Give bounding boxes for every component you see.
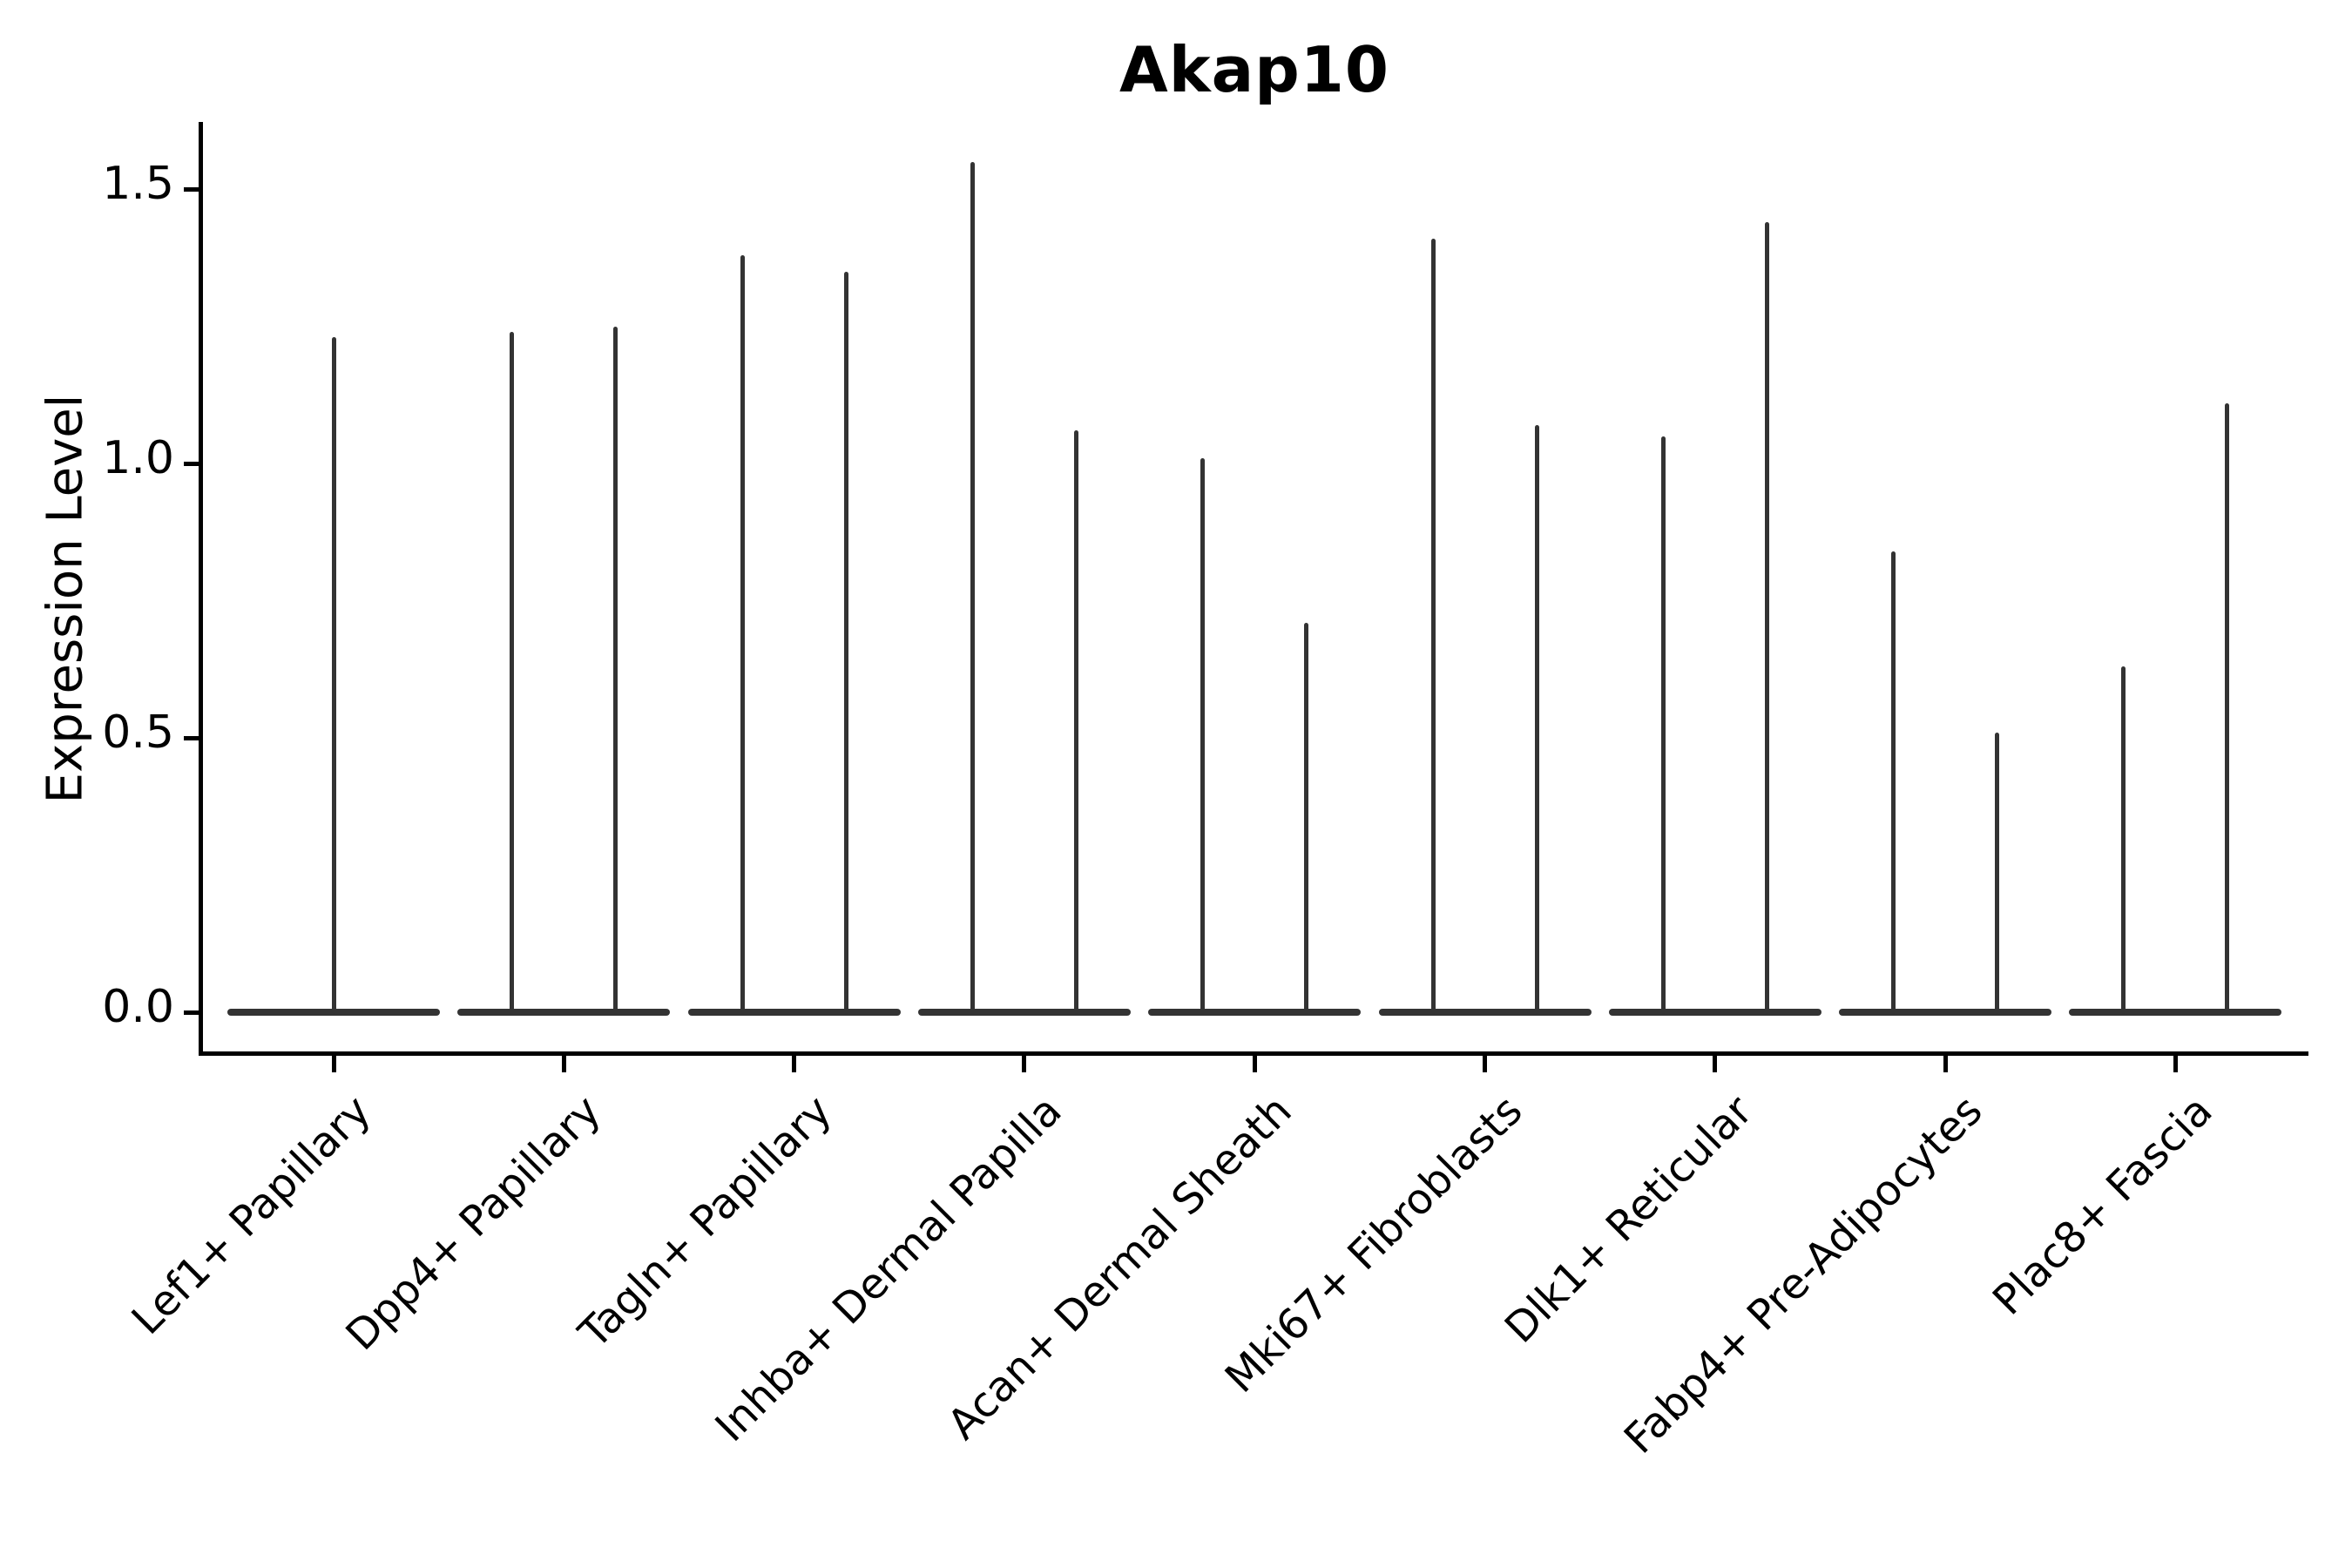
x-tick-label: Tagln+ Papillary [569, 1086, 841, 1358]
x-tick-label: Dpp4+ Papillary [336, 1086, 611, 1361]
x-tick-mark [1943, 1056, 1948, 1072]
violin-spike [1534, 424, 1539, 1014]
y-tick-mark [184, 461, 200, 466]
violin-spike [2121, 666, 2126, 1014]
x-tick-label: Acan+ Dermal Sheath [938, 1086, 1301, 1450]
violin-spike [2225, 402, 2230, 1014]
violin-base [1148, 1009, 1362, 1016]
violin-spike [843, 271, 848, 1014]
y-tick-mark [184, 186, 200, 192]
violin-spike [1073, 430, 1078, 1014]
violin-base [1608, 1009, 1821, 1016]
violin-spike [1891, 551, 1896, 1014]
violin-spike [970, 161, 975, 1014]
violin-base [1839, 1009, 2052, 1016]
x-tick-label: Inhba+ Dermal Papilla [706, 1086, 1071, 1452]
violin-base [687, 1009, 901, 1016]
x-tick-label: Plac8+ Fascia [1984, 1086, 2222, 1325]
violin-base [917, 1009, 1131, 1016]
violin-spike [510, 331, 515, 1014]
violin-spike [1200, 457, 1206, 1014]
violin-base [1378, 1009, 1592, 1016]
y-tick-mark [184, 735, 200, 740]
x-tick-mark [2173, 1056, 2178, 1072]
y-axis-label: Expression Level [37, 394, 94, 804]
x-tick-mark [792, 1056, 797, 1072]
violin-spike [1660, 436, 1666, 1014]
x-tick-label: Fabp4+ Pre-Adipocytes [1614, 1086, 1992, 1463]
violin-spike [1430, 238, 1436, 1014]
x-tick-mark [1022, 1056, 1027, 1072]
y-tick-mark [184, 1010, 200, 1015]
violin-spike [613, 326, 618, 1014]
violin-spike [1764, 221, 1769, 1014]
x-tick-mark [331, 1056, 336, 1072]
x-axis-spine [199, 1051, 2308, 1056]
x-tick-mark [1713, 1056, 1718, 1072]
violin-spike [1995, 732, 2000, 1014]
chart-title: Akap10 [1119, 33, 1389, 106]
violin-spike [740, 254, 745, 1014]
y-axis-spine [199, 122, 203, 1055]
x-tick-label: Mki67+ Fibroblasts [1215, 1086, 1532, 1402]
violin-base [2069, 1009, 2282, 1016]
violin-base [457, 1009, 671, 1016]
violin-spike [1304, 622, 1309, 1014]
x-tick-mark [561, 1056, 566, 1072]
y-tick-label: 0.5 [102, 706, 174, 759]
y-tick-label: 1.5 [102, 158, 174, 210]
x-tick-mark [1252, 1056, 1257, 1072]
violin-spike [331, 337, 336, 1014]
y-tick-label: 1.0 [102, 432, 174, 484]
x-tick-mark [1483, 1056, 1487, 1072]
y-tick-label: 0.0 [102, 981, 174, 1033]
x-tick-label: Dlk1+ Reticular [1495, 1086, 1762, 1353]
